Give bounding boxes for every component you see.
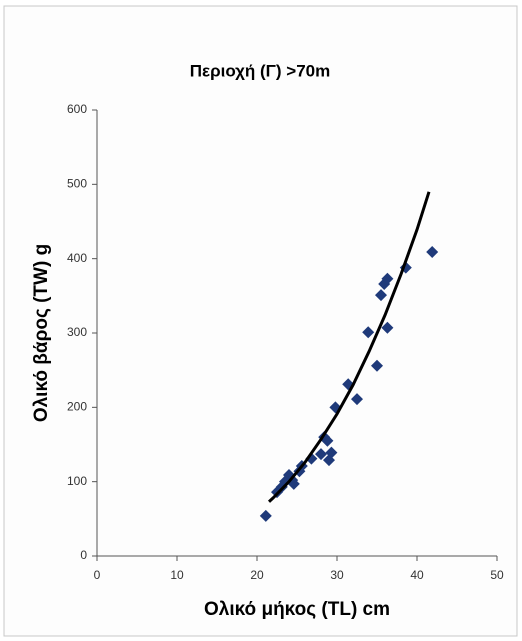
scatter-point — [381, 272, 394, 285]
x-tick-label: 50 — [490, 568, 504, 582]
scatter-point — [375, 289, 387, 302]
scatter-point — [259, 509, 272, 522]
chart-frame — [3, 5, 518, 637]
y-tick-label: 300 — [67, 325, 87, 339]
scatter-point — [315, 448, 327, 461]
x-tick-label: 40 — [410, 568, 424, 582]
scatter-point — [426, 245, 439, 258]
y-tick-label: 500 — [67, 177, 87, 191]
x-axis-label: Ολικό μήκος (TL) cm — [204, 599, 390, 620]
x-tick-label: 0 — [94, 568, 101, 582]
y-tick-label: 100 — [67, 474, 87, 488]
chart-title: Περιοχή (Γ) >70m — [190, 61, 330, 80]
trend-line — [267, 191, 431, 503]
x-tick-label: 30 — [330, 568, 344, 582]
y-tick-label: 0 — [80, 548, 87, 562]
scatter-point — [381, 321, 394, 334]
x-tick-label: 20 — [250, 568, 264, 582]
scatter-point — [321, 434, 334, 447]
y-axis-label: Ολικό βάρος (TW) g — [31, 244, 52, 422]
scatter-point — [325, 446, 338, 459]
scatter-point — [362, 326, 375, 339]
x-tick-label: 10 — [170, 568, 184, 582]
y-tick-label: 400 — [67, 251, 87, 265]
y-tick-label: 600 — [67, 102, 87, 116]
y-tick-label: 200 — [67, 400, 87, 414]
scatter-point — [351, 393, 363, 406]
scatter-point — [371, 359, 383, 372]
